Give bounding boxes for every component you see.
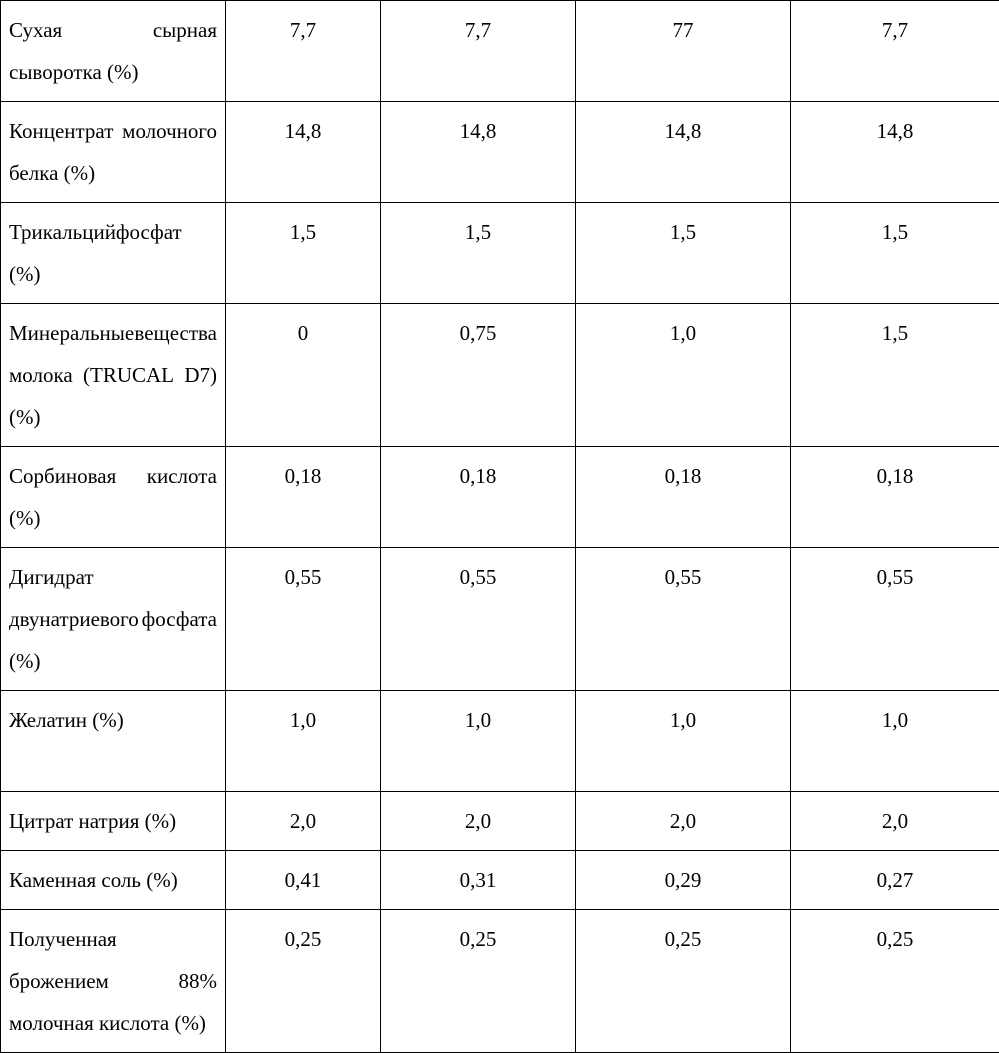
row-label: Цитрат натрия (%) [1, 792, 226, 851]
table-row: Сухаясырнаясыворотка (%)7,77,7777,7 [1, 1, 999, 102]
row-value: 0,25 [226, 910, 381, 1053]
row-value: 0,55 [576, 548, 791, 691]
row-value: 2,0 [226, 792, 381, 851]
row-value: 77 [576, 1, 791, 102]
row-value: 0,25 [381, 910, 576, 1053]
row-value: 2,0 [576, 792, 791, 851]
row-value: 0,25 [791, 910, 999, 1053]
row-label: Сорбиноваякислота(%) [1, 447, 226, 548]
row-label: Концентратмолочногобелка (%) [1, 102, 226, 203]
row-value: 0,29 [576, 851, 791, 910]
table-row: Каменная соль (%)0,410,310,290,27 [1, 851, 999, 910]
table-body: Сухаясырнаясыворотка (%)7,77,7777,7Конце… [1, 1, 999, 1053]
row-value: 2,0 [381, 792, 576, 851]
row-value: 0,18 [791, 447, 999, 548]
row-label: Полученнаяброжением88%молочная кислота (… [1, 910, 226, 1053]
row-value: 14,8 [791, 102, 999, 203]
row-value: 0,31 [381, 851, 576, 910]
row-value: 1,0 [381, 691, 576, 792]
table-row: Желатин (%) 1,01,01,01,0 [1, 691, 999, 792]
row-value: 14,8 [226, 102, 381, 203]
table-row: Сорбиноваякислота(%)0,180,180,180,18 [1, 447, 999, 548]
row-label: Каменная соль (%) [1, 851, 226, 910]
row-label: Дигидратдвунатриевогофосфата(%) [1, 548, 226, 691]
row-value: 1,5 [576, 203, 791, 304]
row-value: 0,75 [381, 304, 576, 447]
row-value: 7,7 [381, 1, 576, 102]
row-value: 1,0 [576, 304, 791, 447]
row-label: Минеральныевеществамолока(TRUCALD7)(%) [1, 304, 226, 447]
row-value: 0,18 [576, 447, 791, 548]
table-row: Цитрат натрия (%)2,02,02,02,0 [1, 792, 999, 851]
row-value: 1,5 [791, 304, 999, 447]
row-label: Сухаясырнаясыворотка (%) [1, 1, 226, 102]
row-value: 1,5 [381, 203, 576, 304]
row-value: 1,0 [226, 691, 381, 792]
row-value: 0,18 [226, 447, 381, 548]
row-value: 1,0 [791, 691, 999, 792]
row-value: 1,0 [576, 691, 791, 792]
row-value: 7,7 [226, 1, 381, 102]
row-value: 0,18 [381, 447, 576, 548]
row-value: 0,55 [381, 548, 576, 691]
row-label: Трикальцийфосфат (%) [1, 203, 226, 304]
composition-table: Сухаясырнаясыворотка (%)7,77,7777,7Конце… [0, 0, 999, 1053]
row-value: 1,5 [791, 203, 999, 304]
row-value: 0 [226, 304, 381, 447]
table-row: Дигидратдвунатриевогофосфата(%)0,550,550… [1, 548, 999, 691]
table-row: Полученнаяброжением88%молочная кислота (… [1, 910, 999, 1053]
row-value: 7,7 [791, 1, 999, 102]
table-row: Трикальцийфосфат (%)1,51,51,51,5 [1, 203, 999, 304]
row-label: Желатин (%) [1, 691, 226, 792]
row-value: 0,41 [226, 851, 381, 910]
row-value: 0,55 [226, 548, 381, 691]
row-value: 14,8 [381, 102, 576, 203]
row-value: 0,55 [791, 548, 999, 691]
table-row: Концентратмолочногобелка (%)14,814,814,8… [1, 102, 999, 203]
row-value: 0,25 [576, 910, 791, 1053]
row-value: 0,27 [791, 851, 999, 910]
row-value: 2,0 [791, 792, 999, 851]
row-value: 1,5 [226, 203, 381, 304]
table-row: Минеральныевеществамолока(TRUCALD7)(%)00… [1, 304, 999, 447]
row-value: 14,8 [576, 102, 791, 203]
